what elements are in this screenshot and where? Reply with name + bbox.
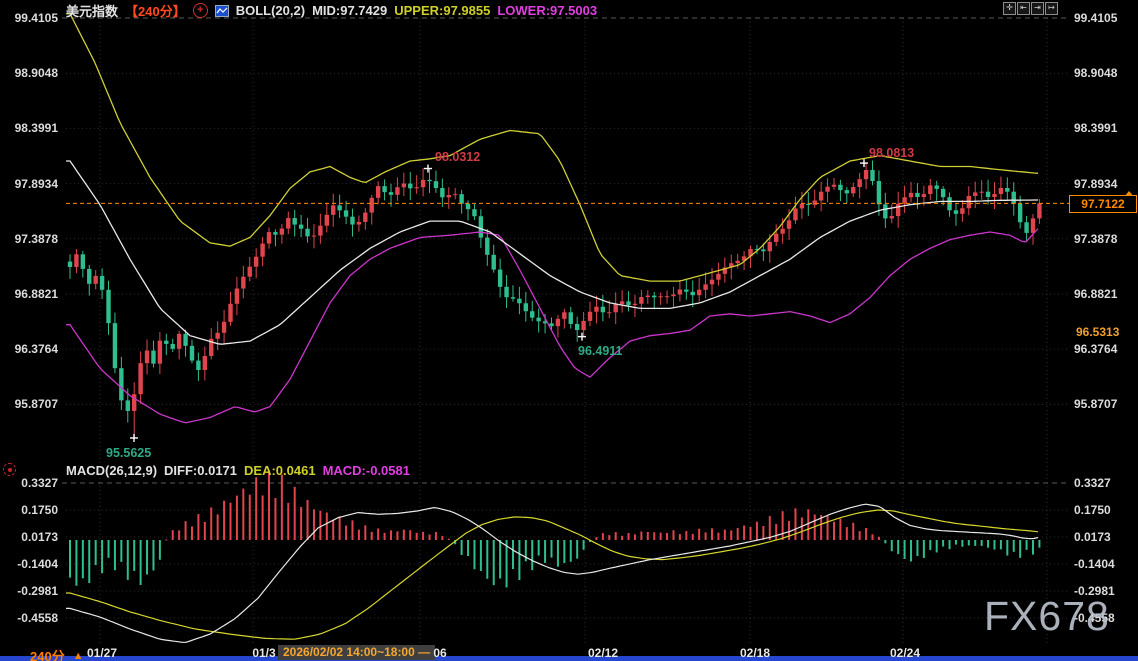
boll-mid-line: [66, 160, 1038, 345]
macd-diff-line: [66, 503, 1039, 643]
candles: [67, 160, 1042, 438]
boll-lower-line: [66, 228, 1039, 424]
last-price-marker-icon: [1124, 191, 1134, 197]
macd-dea-line: [66, 509, 1039, 640]
macd-histogram: [69, 470, 1041, 588]
boll-upper-line: [66, 13, 1039, 282]
